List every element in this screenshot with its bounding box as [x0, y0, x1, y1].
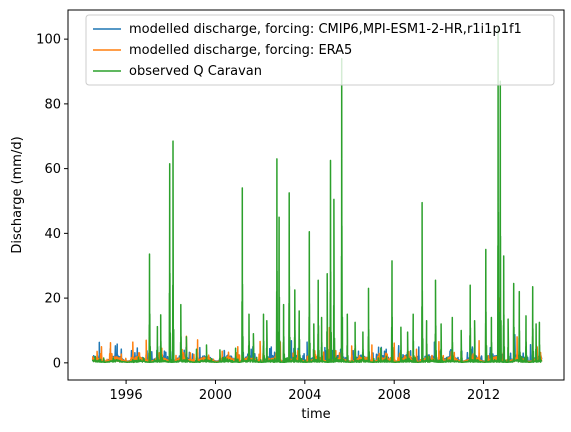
legend: modelled discharge, forcing: CMIP6,MPI-E… — [85, 14, 555, 86]
y-tick-label: 100 — [36, 33, 61, 48]
x-tick-label: 2004 — [288, 388, 321, 403]
y-axis: 0 20 40 60 80 100 — [36, 33, 68, 371]
plot-frame — [67, 9, 565, 381]
x-tick-label: 2012 — [467, 388, 500, 403]
x-tick-label: 1996 — [110, 388, 143, 403]
series-layer — [91, 27, 543, 364]
y-tick-label: 0 — [53, 356, 61, 371]
x-axis: 1996 2000 2004 2008 2012 — [110, 380, 500, 403]
x-axis-label: time — [301, 407, 330, 422]
y-tick-label: 60 — [44, 162, 61, 177]
series-line-era5 — [91, 297, 543, 363]
series-line-observed — [91, 27, 543, 364]
y-tick-label: 40 — [44, 227, 61, 242]
legend-label-era5: modelled discharge, forcing: ERA5 — [129, 43, 352, 58]
x-tick-label: 2000 — [199, 388, 232, 403]
y-tick-label: 80 — [44, 97, 61, 112]
y-tick-label: 20 — [44, 292, 61, 307]
x-tick-label: 2008 — [378, 388, 411, 403]
y-axis-label: Discharge (mm/d) — [10, 136, 25, 253]
legend-frame — [85, 14, 555, 86]
legend-label-cmip6: modelled discharge, forcing: CMIP6,MPI-E… — [129, 22, 522, 37]
legend-label-observed: observed Q Caravan — [129, 64, 262, 79]
